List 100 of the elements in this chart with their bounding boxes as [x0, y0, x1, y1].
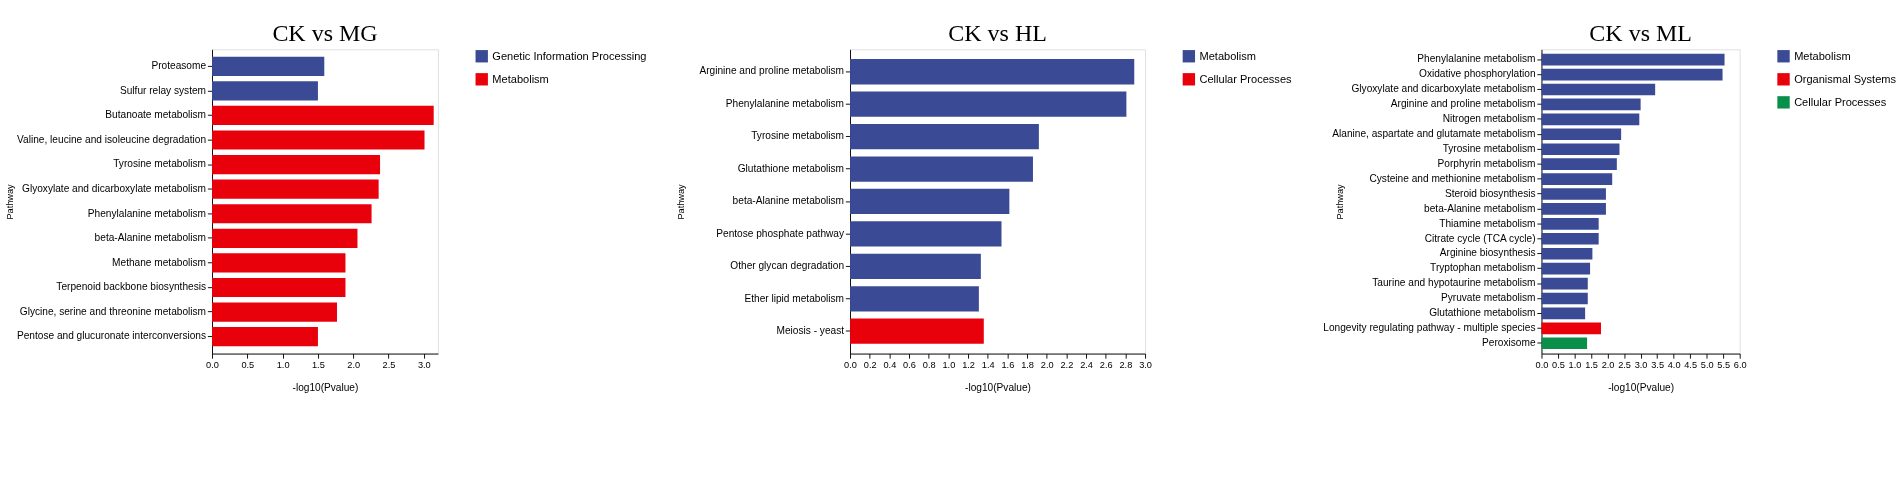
bar: [1541, 277, 1588, 290]
bar: [850, 91, 1127, 117]
bar: [1541, 68, 1723, 81]
y-tick-label: Peroxisome: [1482, 337, 1536, 349]
y-tick-label: Porphyrin metabolism: [1437, 157, 1536, 169]
x-tick-label: 2.5: [382, 359, 396, 370]
y-tick-label: Terpenoid backbone biosynthesis: [56, 281, 207, 293]
y-tick-label: Glycine, serine and threonine metabolism: [19, 305, 207, 317]
bar: [212, 253, 346, 273]
y-tick-label: Tyrosine metabolism: [751, 130, 845, 142]
bar: [1541, 188, 1606, 200]
x-tick-label: 5.5: [1717, 359, 1731, 370]
y-tick-label: Valine, leucine and isoleucine degradation: [17, 133, 207, 145]
x-tick-label: 0.0: [844, 359, 857, 370]
bar: [850, 188, 1010, 215]
y-tick-label: Tyrosine metabolism: [113, 158, 207, 170]
bar: [1541, 98, 1641, 111]
x-tick-label: 1.0: [1568, 359, 1582, 370]
bar: [850, 59, 1135, 85]
y-tick-label: Alanine, aspartate and glutamate metabolism: [1332, 128, 1536, 140]
x-axis-title: -log10(Pvalue): [292, 381, 359, 393]
bar: [1541, 262, 1591, 275]
y-tick-label: Citrate cycle (TCA cycle): [1424, 232, 1536, 244]
y-tick-label: Glyoxylate and dicarboxylate metabolism: [1351, 83, 1536, 95]
bar: [212, 130, 425, 150]
x-tick-label: 2.4: [1080, 359, 1093, 370]
x-tick-label: 2.2: [1060, 359, 1074, 370]
y-axis-title: Pathway: [676, 183, 687, 220]
x-tick-label: 0.2: [863, 359, 877, 370]
x-tick-label: 2.0: [347, 359, 361, 370]
y-tick-label: Proteasome: [151, 60, 207, 72]
bar: [850, 123, 1039, 150]
x-tick-label: 2.5: [1618, 359, 1631, 370]
chart-title: CK vs ML: [1589, 20, 1692, 47]
y-tick-label: Phenylalanine metabolism: [1417, 53, 1536, 65]
y-tick-label: Phenylalanine metabolism: [87, 207, 207, 219]
chart-title: CK vs MG: [272, 20, 378, 47]
y-tick-label: Arginine biosynthesis: [1439, 247, 1536, 259]
y-tick-label: Ether lipid metabolism: [744, 292, 845, 304]
x-tick-label: 2.0: [1040, 359, 1054, 370]
chart-title: CK vs HL: [948, 20, 1047, 47]
y-tick-label: Arginine and proline metabolism: [699, 65, 845, 77]
bar: [212, 81, 318, 101]
y-tick-label: Longevity regulating pathway - multiple species: [1323, 322, 1536, 334]
x-tick-label: 2.8: [1119, 359, 1133, 370]
bar: [1541, 83, 1656, 96]
bar: [1541, 218, 1599, 230]
bar: [850, 221, 1002, 247]
x-tick-label: 1.6: [1001, 359, 1015, 370]
bar: [1541, 128, 1622, 141]
x-tick-label: 1.5: [311, 359, 325, 370]
bar: [1541, 158, 1617, 170]
y-tick-label: Methane metabolism: [112, 256, 207, 268]
x-tick-label: 4.5: [1684, 359, 1698, 370]
x-tick-label: 2.6: [1099, 359, 1113, 370]
bar: [212, 228, 358, 248]
bar: [1541, 53, 1725, 66]
x-tick-label: 1.0: [276, 359, 290, 370]
y-tick-label: beta-Alanine metabolism: [94, 232, 207, 244]
y-tick-label: Pyruvate metabolism: [1440, 292, 1536, 304]
bar: [212, 105, 434, 126]
legend-label: Metabolism: [1794, 49, 1851, 62]
y-tick-label: beta-Alanine metabolism: [732, 195, 845, 207]
x-tick-label: 1.0: [942, 359, 956, 370]
y-tick-label: Sulfur relay system: [119, 84, 207, 96]
x-tick-label: 1.8: [1021, 359, 1034, 370]
x-tick-label: 1.2: [962, 359, 975, 370]
bar: [1541, 322, 1601, 335]
y-tick-label: Cysteine and methionine metabolism: [1369, 172, 1536, 184]
y-tick-label: Taurine and hypotaurine metabolism: [1372, 277, 1536, 289]
x-tick-label: 0.6: [903, 359, 916, 370]
x-tick-label: 0.4: [883, 359, 897, 370]
x-tick-label: 1.5: [1585, 359, 1598, 370]
bar: [1541, 337, 1588, 350]
y-tick-label: Phenylalanine metabolism: [725, 97, 845, 109]
legend-label: Metabolism: [492, 73, 549, 85]
y-axis-title: Pathway: [1334, 183, 1345, 220]
x-axis-title: -log10(Pvalue): [1608, 381, 1675, 393]
bar: [212, 155, 381, 175]
legend-label: Cellular Processes: [1794, 96, 1887, 109]
bar: [212, 179, 379, 199]
x-tick-label: 0.0: [1535, 359, 1549, 370]
bar: [1541, 173, 1613, 185]
bar: [212, 56, 325, 76]
y-tick-label: Glyoxylate and dicarboxylate metabolism: [22, 182, 207, 194]
x-tick-label: 0.5: [241, 359, 255, 370]
y-tick-label: Tryptophan metabolism: [1430, 262, 1536, 274]
y-tick-label: Nitrogen metabolism: [1442, 113, 1536, 125]
bar: [1541, 113, 1640, 126]
x-tick-label: 0.0: [206, 359, 219, 370]
x-tick-label: 6.0: [1733, 359, 1747, 370]
y-tick-label: beta-Alanine metabolism: [1424, 202, 1536, 214]
y-tick-label: Pentose and glucuronate interconversions: [16, 330, 207, 342]
x-tick-label: 0.5: [1552, 359, 1565, 370]
bar: [212, 327, 318, 347]
bar: [850, 253, 981, 279]
y-tick-label: Glutathione metabolism: [1429, 307, 1536, 319]
bar: [850, 286, 979, 312]
x-tick-label: 3.0: [417, 359, 431, 370]
y-tick-label: Pentose phosphate pathway: [716, 227, 845, 239]
